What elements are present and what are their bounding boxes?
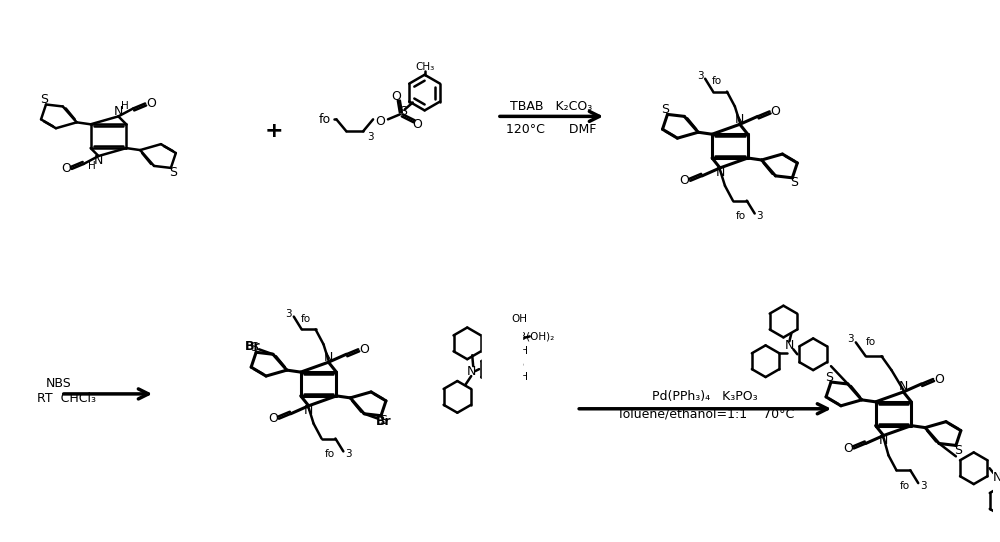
Text: 120°C      DMF: 120°C DMF [506, 122, 597, 136]
Text: fo: fo [301, 314, 311, 324]
Text: O: O [679, 175, 689, 188]
Text: N: N [715, 166, 725, 179]
Text: N: N [114, 105, 123, 118]
Text: 3: 3 [756, 211, 763, 222]
Text: S: S [399, 105, 407, 118]
Text: S: S [954, 444, 962, 457]
Text: fo: fo [899, 481, 909, 491]
Text: 3: 3 [367, 132, 373, 142]
Text: OH: OH [513, 346, 529, 356]
Text: NBS: NBS [46, 377, 72, 390]
Text: S: S [790, 176, 798, 189]
Text: N: N [993, 470, 1000, 483]
Text: S: S [661, 103, 669, 116]
Text: O: O [413, 118, 423, 131]
Text: N: N [467, 365, 476, 378]
Text: O: O [391, 90, 401, 103]
Text: TBAB   K₂CO₃: TBAB K₂CO₃ [510, 100, 593, 113]
Text: fo: fo [712, 76, 722, 86]
Text: OH: OH [512, 314, 528, 324]
Text: N: N [304, 404, 313, 417]
Text: OH: OH [513, 372, 529, 382]
Text: RT  CHCl₃: RT CHCl₃ [37, 392, 96, 405]
Text: 3: 3 [697, 71, 703, 81]
Text: Br: Br [376, 415, 392, 428]
Text: S: S [169, 166, 177, 179]
Text: N: N [508, 331, 516, 341]
Text: O: O [843, 442, 853, 455]
Text: N: N [324, 351, 333, 364]
Text: N: N [879, 434, 888, 447]
Text: N: N [899, 380, 908, 393]
Text: H: H [88, 161, 95, 171]
Text: H: H [121, 101, 129, 112]
Text: S: S [40, 93, 48, 106]
Text: fo: fo [736, 211, 746, 222]
Text: fo: fo [866, 337, 876, 347]
Text: +: + [265, 121, 283, 141]
Text: 3: 3 [920, 481, 927, 491]
Text: B(OH)₂: B(OH)₂ [519, 331, 554, 341]
Text: N: N [735, 113, 745, 126]
Text: N: N [94, 154, 103, 167]
Text: O: O [934, 372, 944, 385]
Text: 3: 3 [286, 308, 292, 319]
Text: O: O [268, 412, 278, 425]
Text: O: O [771, 105, 780, 118]
Polygon shape [482, 325, 522, 414]
Text: fo: fo [324, 449, 335, 460]
Text: O: O [61, 163, 71, 176]
Text: O: O [359, 343, 369, 356]
Text: S: S [250, 341, 258, 354]
Text: S: S [825, 371, 833, 384]
Text: B: B [517, 359, 524, 369]
Text: 3: 3 [345, 449, 352, 460]
Text: Pd(PPh₃)₄   K₃PO₃: Pd(PPh₃)₄ K₃PO₃ [652, 390, 758, 403]
Text: CH₃: CH₃ [415, 62, 434, 72]
Text: Br: Br [245, 340, 261, 353]
Text: N: N [785, 339, 794, 352]
Text: fo: fo [319, 113, 331, 126]
Text: Toluene/ethanol=1:1    70°C: Toluene/ethanol=1:1 70°C [617, 407, 794, 420]
Text: O: O [375, 115, 385, 128]
Text: 3: 3 [848, 334, 854, 344]
Text: S: S [379, 414, 387, 427]
Text: O: O [146, 97, 156, 110]
Text: N: N [508, 392, 516, 402]
